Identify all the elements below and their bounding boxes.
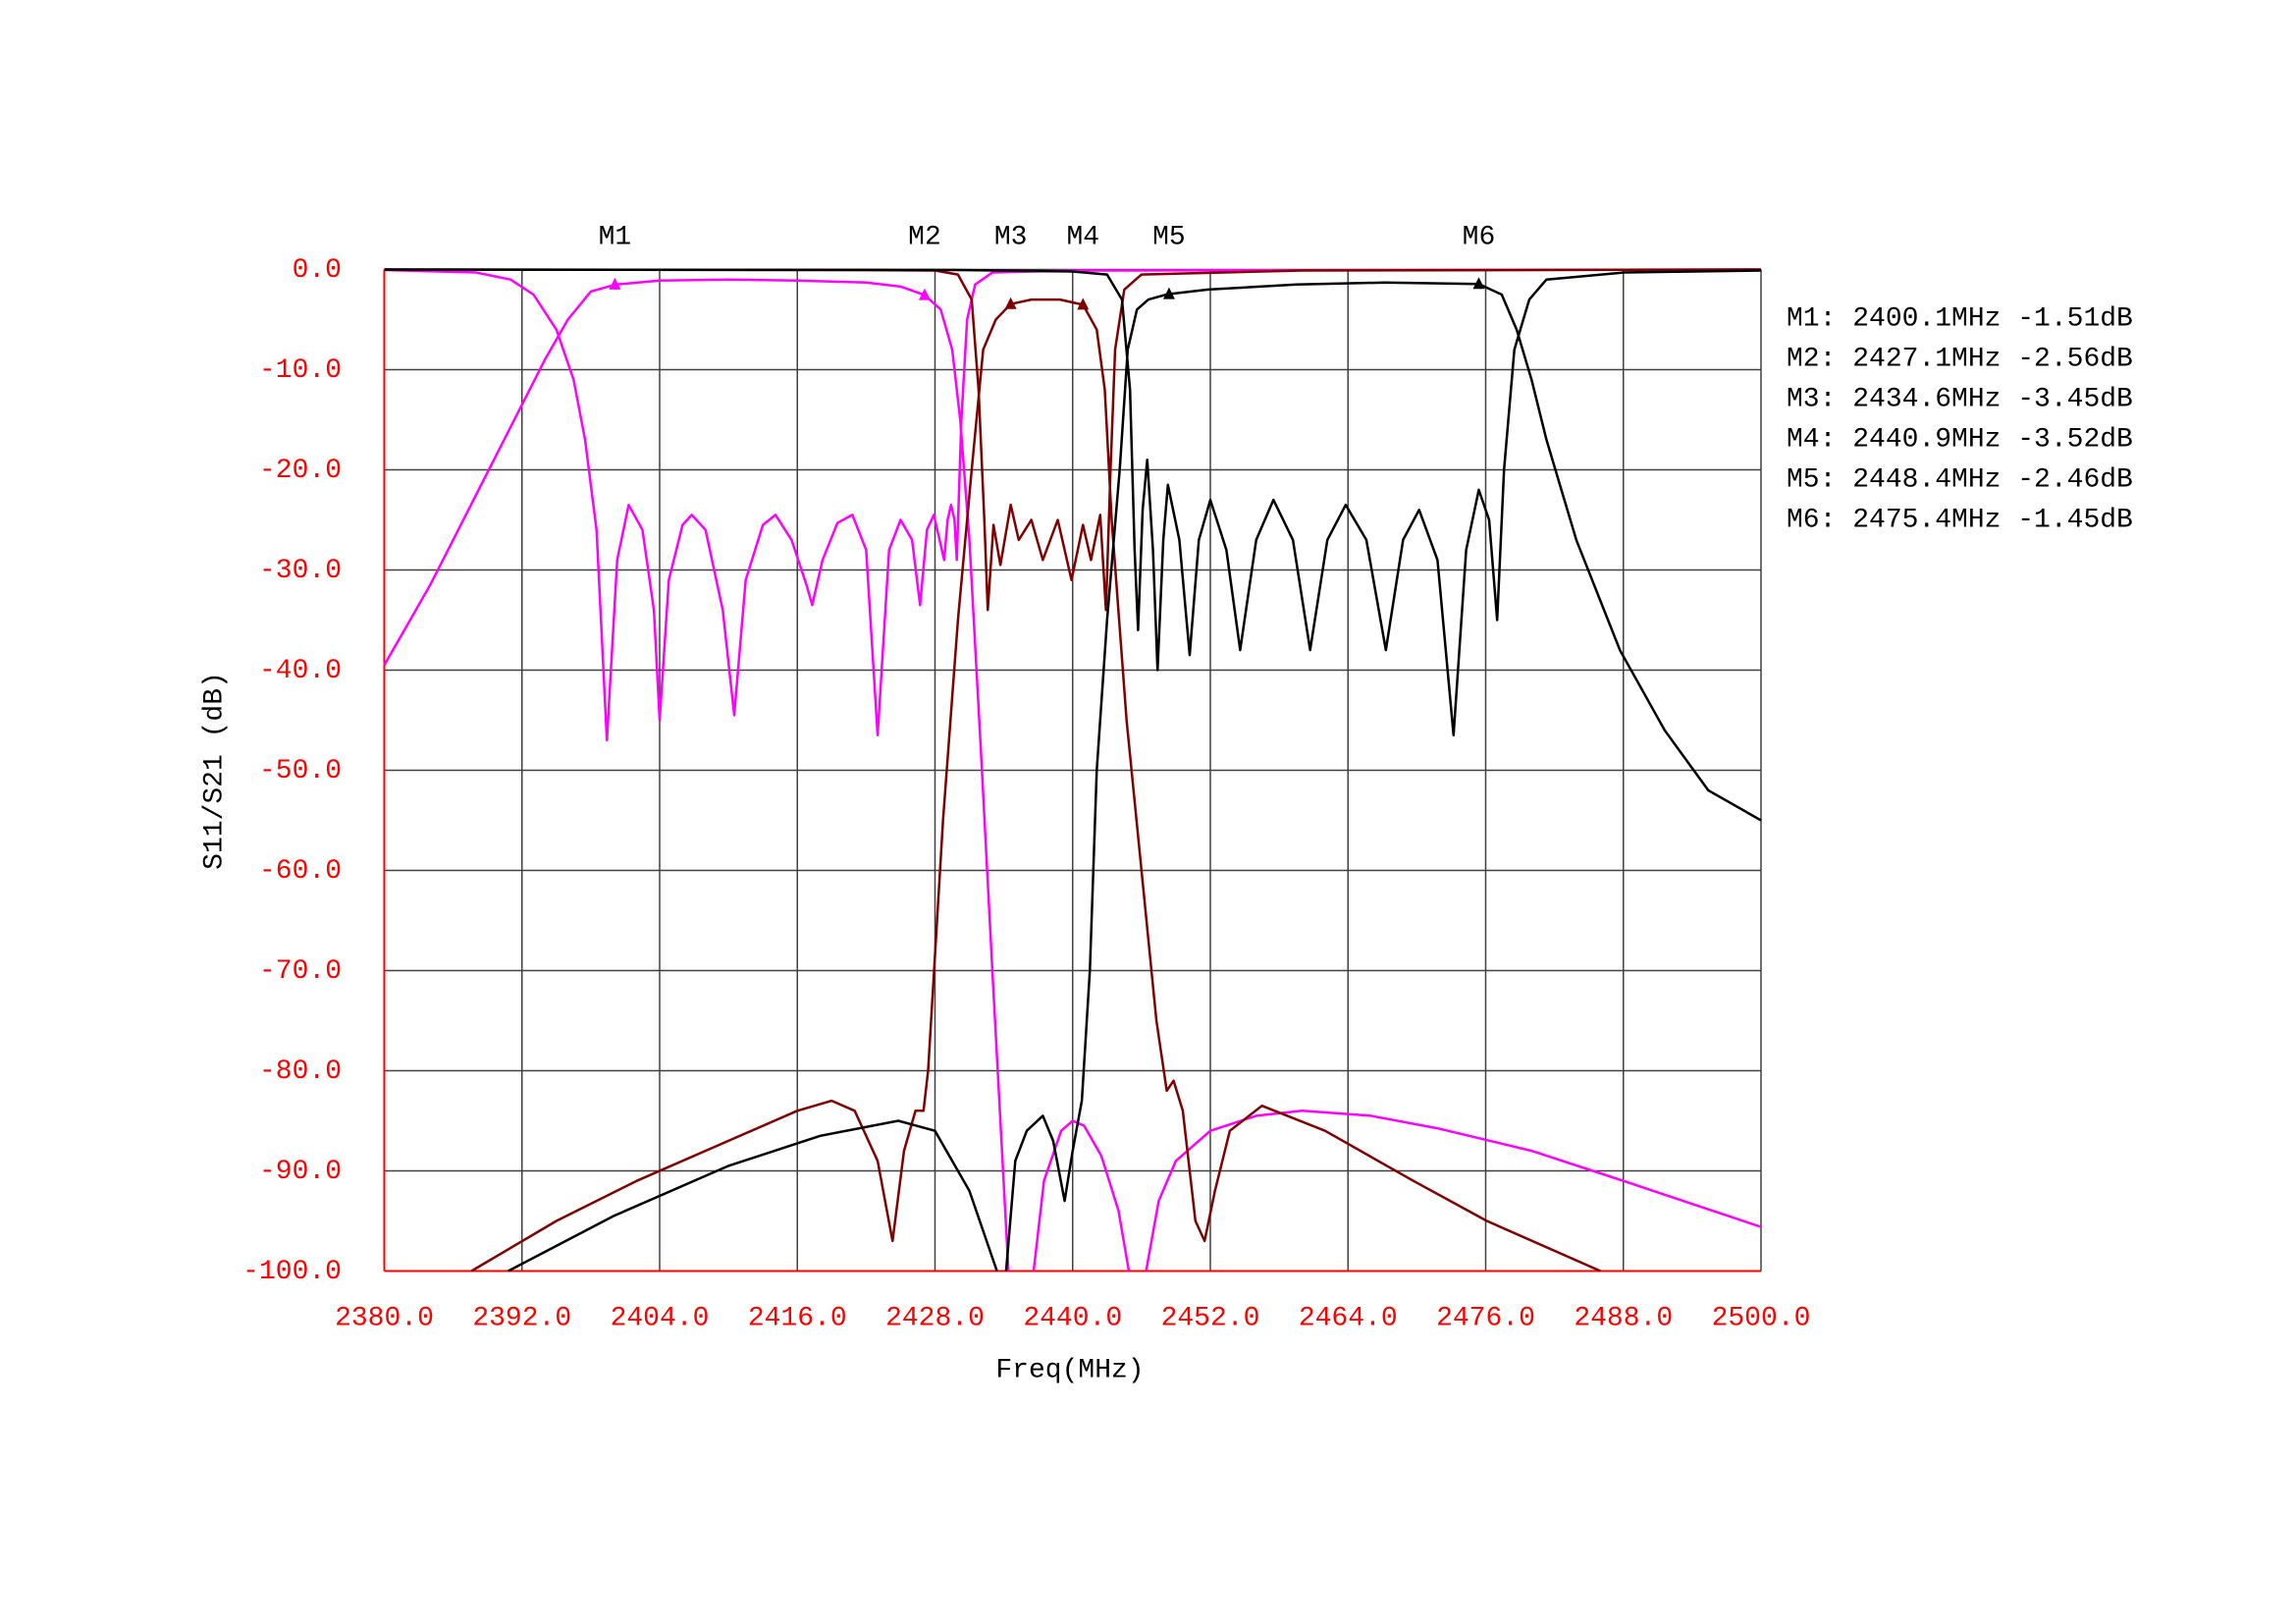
x-tick-label: 2428.0 (885, 1303, 985, 1333)
curve (384, 268, 1762, 612)
y-tick-label: -20.0 (259, 456, 342, 486)
marker-readout: M2: 2427.1MHz -2.56dB (1787, 344, 2133, 374)
marker-label: M2 (908, 222, 941, 252)
y-tick-label: -100.0 (242, 1257, 342, 1287)
x-tick-label: 2476.0 (1436, 1303, 1535, 1333)
marker-label: M6 (1463, 222, 1496, 252)
x-tick-label: 2416.0 (748, 1303, 847, 1333)
y-tick-label: -90.0 (259, 1157, 342, 1187)
marker (609, 277, 621, 290)
marker (1162, 287, 1175, 299)
x-tick-label: 2440.0 (1023, 1303, 1122, 1333)
y-tick-label: -30.0 (259, 556, 342, 586)
x-tick-label: 2452.0 (1161, 1303, 1260, 1333)
marker (1077, 298, 1090, 310)
x-tick-label: 2404.0 (611, 1303, 710, 1333)
curve (470, 298, 1601, 1272)
x-axis-title: Freq(MHz) (995, 1355, 1144, 1385)
y-tick-label: -40.0 (259, 656, 342, 686)
marker-readout: M5: 2448.4MHz -2.46dB (1787, 464, 2133, 495)
x-tick-label: 2488.0 (1574, 1303, 1673, 1333)
x-tick-label: 2380.0 (335, 1303, 434, 1333)
y-tick-label: -10.0 (259, 355, 342, 386)
y-axis-title: S11/S21 (dB) (199, 672, 230, 870)
curve (384, 268, 1762, 737)
y-tick-label: 0.0 (293, 255, 342, 286)
marker-readout: M1: 2400.1MHz -1.51dB (1787, 303, 2133, 334)
x-tick-label: 2500.0 (1712, 1303, 1811, 1333)
marker (1472, 277, 1485, 290)
x-tick-label: 2392.0 (472, 1303, 571, 1333)
y-tick-label: -80.0 (259, 1056, 342, 1087)
marker (918, 288, 931, 300)
y-tick-label: -60.0 (259, 856, 342, 887)
marker-label: M5 (1152, 222, 1186, 252)
plot-area (383, 268, 1762, 1272)
marker (1004, 297, 1017, 309)
marker-readout: M3: 2434.6MHz -3.45dB (1787, 384, 2133, 414)
curve (384, 268, 1762, 742)
x-tick-label: 2464.0 (1299, 1303, 1398, 1333)
marker-label: M1 (599, 222, 632, 252)
marker-readout: M4: 2440.9MHz -3.52dB (1787, 424, 2133, 455)
marker-readout: M6: 2475.4MHz -1.45dB (1787, 505, 2133, 535)
curve (507, 281, 1762, 1272)
marker-label: M3 (994, 222, 1028, 252)
y-tick-label: -70.0 (259, 956, 342, 987)
marker-label: M4 (1066, 222, 1099, 252)
y-tick-label: -50.0 (259, 756, 342, 786)
